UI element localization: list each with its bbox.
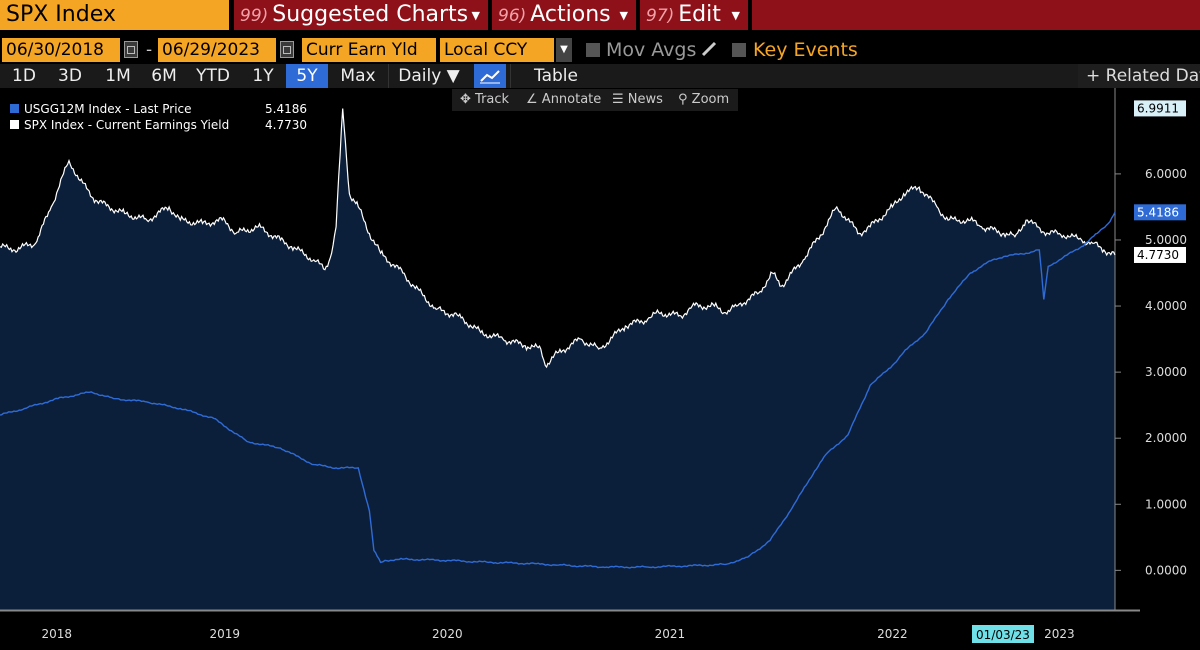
track-label: Track [475,92,510,107]
x-tick-label: 2022 [877,627,908,641]
x-tick-label: 2020 [432,627,463,641]
last-value-tag-label: 5.4186 [1137,205,1179,219]
y-tick-label: 2.0000 [1145,431,1187,445]
earnings-yield-area [0,108,1115,610]
x-tick-label: 2023 [1044,627,1075,641]
legend-series-name: SPX Index - Current Earnings Yield [24,118,230,132]
date-marker [972,625,1034,643]
last-value-tag [1134,204,1186,221]
y-tick-label: 3.0000 [1145,365,1187,379]
menu-number: 96) [498,6,527,26]
last-value-tag [1134,100,1186,117]
line-chart-button[interactable] [474,64,506,88]
annotate-icon: ∠ [526,92,538,107]
y-tick-label: 5.0000 [1145,233,1187,247]
legend-swatch [10,120,19,129]
menu-label: Suggested Charts [272,2,469,27]
date-marker-label: 01/03/23 [976,628,1030,642]
legend-swatch [10,104,19,113]
caret-down-icon: ▼ [471,9,480,22]
menu-label: Edit [678,2,721,27]
related-data-button[interactable]: + Related Data [1078,64,1200,88]
tab-6m[interactable]: 6M [151,66,177,86]
chart-tools-bar [452,89,738,111]
menu-number: 97) [646,6,675,26]
tab-ytd[interactable]: YTD [196,66,230,86]
x-tick-label: 2021 [655,627,686,641]
news-label: News [627,92,663,107]
last-value-tag-label: 4.7730 [1137,248,1179,262]
pencil-icon[interactable] [700,40,718,58]
tab-1d[interactable]: 1D [12,66,36,86]
last-value-tag [1134,246,1186,263]
y-tick-label: 4.0000 [1145,299,1187,313]
menu-number: 99) [240,6,269,26]
tab-max[interactable]: Max [340,66,376,86]
legend-series-value: 5.4186 [265,102,307,116]
zoom-label: Zoom [691,92,730,107]
currency-selector[interactable]: Local CCY [440,38,554,62]
key-events-label: Key Events [753,39,858,61]
end-date-field[interactable]: 06/29/2023 [158,38,276,62]
caret-down-icon: ▼ [731,9,740,22]
triangle-down-icon: ▼ [446,66,460,86]
crosshair-icon: ✥ [460,92,471,107]
zoom-tool[interactable]: ⚲ Zoom [678,89,729,111]
legend-series-value: 4.7730 [265,118,307,132]
frequency-dropdown[interactable]: Daily ▼ [388,64,469,88]
menu-bar-filler [752,0,1200,30]
calendar-icon[interactable] [124,41,138,58]
period-toolbar [0,64,1200,88]
tab-1y[interactable]: 1Y [252,66,274,86]
news-icon: ☰ [612,92,624,107]
last-value-tag-label: 6.9911 [1137,101,1179,115]
tab-5y[interactable]: 5Y [286,64,328,88]
date-range-dash: - [146,40,153,60]
caret-down-icon: ▼ [619,9,628,22]
earnings-yield-line [0,108,1116,369]
ticker-field[interactable]: SPX Index [0,0,229,30]
tab-1m[interactable]: 1M [105,66,131,86]
table-button[interactable]: Table [510,64,601,88]
x-tick-label: 2019 [210,627,241,641]
chevron-down-icon[interactable]: ▼ [556,38,572,62]
mov-avgs-label: Mov Avgs [606,39,697,61]
menu-label: Actions [530,2,611,27]
magnifier-icon: ⚲ [678,92,688,107]
suggested-charts-menu[interactable]: 99) Suggested Charts ▼ [234,0,488,30]
x-tick-label: 2018 [41,627,72,641]
annotate-tool[interactable]: ∠ Annotate [526,89,601,111]
tab-3d[interactable]: 3D [58,66,82,86]
start-date-field[interactable]: 06/30/2018 [2,38,120,62]
edit-menu[interactable]: 97) Edit ▼ [640,0,748,30]
actions-menu[interactable]: 96) Actions ▼ [492,0,636,30]
line-chart-icon [480,70,500,84]
calendar-icon[interactable] [280,41,294,58]
key-events-checkbox[interactable] [732,43,746,57]
y-tick-label: 1.0000 [1145,497,1187,511]
news-tool[interactable]: ☰ News [612,89,663,111]
field-selector[interactable]: Curr Earn Yld [302,38,436,62]
usgg12m-line [0,211,1116,569]
legend-series-name: USGG12M Index - Last Price [24,102,192,116]
track-tool[interactable]: ✥ Track [460,89,509,111]
frequency-label: Daily [398,66,442,86]
y-tick-label: 6.0000 [1145,167,1187,181]
mov-avgs-checkbox[interactable] [586,43,600,57]
annotate-label: Annotate [541,92,602,107]
y-tick-label: 0.0000 [1145,563,1187,577]
chart-svg: 0.0000 1.0000 2.0000 3.0000 4.0000 5.0000 6.00… [0,88,1200,650]
